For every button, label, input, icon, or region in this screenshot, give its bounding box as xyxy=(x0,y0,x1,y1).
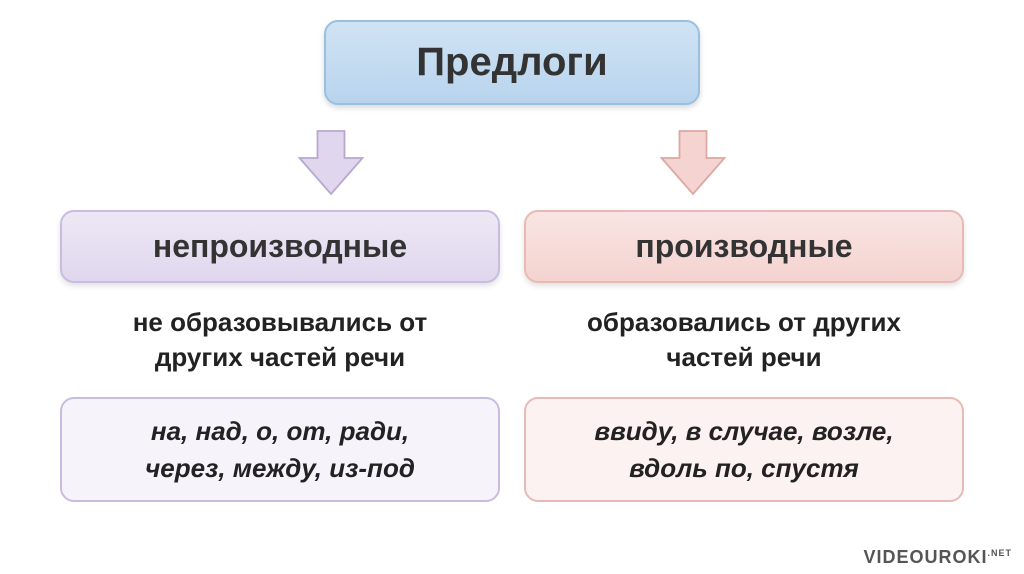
desc-left-line2: других частей речи xyxy=(155,342,405,372)
description-right: образовались от других частей речи xyxy=(587,305,901,375)
ex-left-line2: через, между, из-под xyxy=(145,453,415,483)
category-box-left: непроизводные xyxy=(60,210,500,283)
title-text: Предлоги xyxy=(416,40,607,85)
watermark: VIDEOUROKI.NET xyxy=(863,547,1012,568)
desc-right-line1: образовались от других xyxy=(587,307,901,337)
ex-right-line2: вдоль по, спустя xyxy=(629,453,859,483)
watermark-main: VIDEOUROKI xyxy=(863,547,987,567)
category-text-right: производные xyxy=(526,228,962,265)
arrow-left-icon xyxy=(286,125,376,200)
title-box: Предлоги xyxy=(324,20,699,105)
ex-left-line1: на, над, о, от, ради, xyxy=(151,416,409,446)
diagram-container: Предлоги непроизводные не образовывались… xyxy=(0,0,1024,574)
examples-text-right: ввиду, в случае, возле, вдоль по, спустя xyxy=(526,413,962,486)
examples-text-left: на, над, о, от, ради, через, между, из-п… xyxy=(62,413,498,486)
description-left: не образовывались от других частей речи xyxy=(133,305,428,375)
branch-left: непроизводные не образовывались от други… xyxy=(60,210,500,502)
watermark-suffix: .NET xyxy=(987,548,1012,558)
branches-row: непроизводные не образовывались от други… xyxy=(0,210,1024,502)
desc-left-line1: не образовывались от xyxy=(133,307,428,337)
desc-right-line2: частей речи xyxy=(666,342,821,372)
ex-right-line1: ввиду, в случае, возле, xyxy=(594,416,893,446)
category-box-right: производные xyxy=(524,210,964,283)
arrow-right-icon xyxy=(648,125,738,200)
branch-right: производные образовались от других часте… xyxy=(524,210,964,502)
arrows-row xyxy=(0,125,1024,200)
examples-box-left: на, над, о, от, ради, через, между, из-п… xyxy=(60,397,500,502)
examples-box-right: ввиду, в случае, возле, вдоль по, спустя xyxy=(524,397,964,502)
category-text-left: непроизводные xyxy=(62,228,498,265)
